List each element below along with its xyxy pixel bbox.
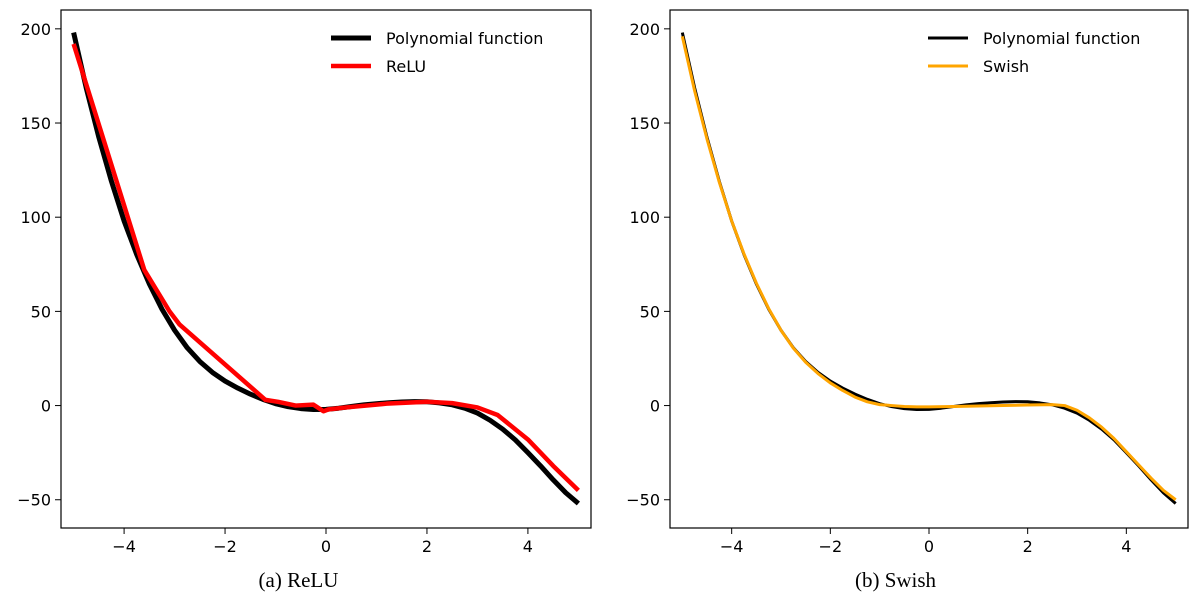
y-tick-label: 150: [20, 114, 51, 133]
chart-panel-relu: −4 −2 0 2 4 −50 0 50 100 150 200 Polynomial functio…: [17, 9, 592, 592]
legend-label: Polynomial function: [386, 29, 543, 48]
plot-frame: [669, 9, 1189, 529]
y-tick-label: 50: [640, 302, 660, 321]
x-tick-label: 4: [523, 537, 533, 556]
y-tick-label: −50: [626, 491, 660, 510]
legend-label: ReLU: [386, 57, 426, 76]
series-line-polynomial-function: [71, 32, 580, 506]
y-tick-label: 200: [629, 20, 660, 39]
series-line-polynomial-function: [680, 32, 1177, 505]
y-tick-label: 0: [650, 397, 660, 416]
series-line-relu: [71, 43, 580, 492]
figure-caption-relu: (a) ReLU: [258, 568, 339, 592]
y-tick-label: 0: [41, 397, 51, 416]
x-tick-label: 4: [1121, 537, 1131, 556]
x-tick-label: −2: [819, 537, 843, 556]
chart-swish: −4 −2 0 2 4 −50 0 50 100 150 200 Polynomial functio…: [626, 9, 1189, 556]
y-tick-label: 200: [20, 20, 51, 39]
legend-label: Polynomial function: [983, 29, 1140, 48]
x-tick-label: 2: [1023, 537, 1033, 556]
x-tick-label: −4: [720, 537, 744, 556]
figure-caption-swish: (b) Swish: [854, 568, 937, 592]
y-tick-label: 150: [629, 114, 660, 133]
y-tick-label: 100: [20, 208, 51, 227]
x-tick-label: −2: [213, 537, 237, 556]
x-tick-label: −4: [112, 537, 136, 556]
y-tick-label: 50: [31, 302, 51, 321]
legend-label: Swish: [983, 57, 1029, 76]
chart-panel-swish: −4 −2 0 2 4 −50 0 50 100 150 200 Polynomial functio…: [597, 0, 1194, 604]
chart-relu: −4 −2 0 2 4 −50 0 50 100 150 200 Polynomial functio…: [17, 9, 592, 556]
y-tick-label: 100: [629, 208, 660, 227]
y-tick-label: −50: [17, 491, 51, 510]
series-line-swish: [680, 36, 1177, 501]
x-tick-label: 0: [924, 537, 934, 556]
x-tick-label: 2: [422, 537, 432, 556]
x-tick-label: 0: [321, 537, 331, 556]
